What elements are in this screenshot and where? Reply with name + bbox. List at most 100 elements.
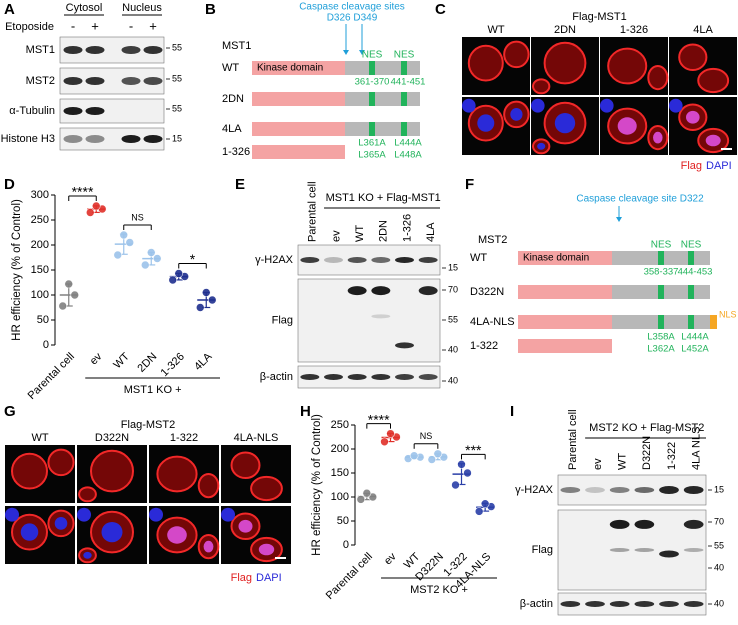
lane-label: - (71, 18, 75, 33)
range-label: 444-453 (678, 267, 713, 278)
nucleus (238, 519, 253, 533)
band (395, 257, 414, 263)
nucleus (537, 142, 546, 150)
band (347, 374, 367, 380)
band (634, 519, 655, 529)
nucleus (686, 110, 700, 124)
cell-signal (78, 486, 97, 503)
cell-signal (11, 452, 48, 490)
band (659, 550, 679, 558)
nucleus (669, 98, 683, 113)
data-point (433, 449, 443, 459)
band (85, 46, 105, 54)
band (609, 519, 630, 529)
panel-label: H (300, 403, 311, 420)
range-label: 361-370 (355, 77, 390, 88)
band (560, 487, 581, 493)
nls-label: NLS (719, 309, 737, 319)
significance-label: NS (420, 431, 433, 441)
marker-label: 55 (172, 73, 182, 83)
x-tick-label: Parental cell (26, 351, 77, 402)
data-point (380, 437, 389, 447)
construct-label: WT (222, 62, 239, 74)
kinase-domain (518, 339, 612, 353)
lane-label: D322N (641, 436, 653, 470)
band (143, 46, 163, 54)
y-tick-label: 50 (37, 314, 49, 326)
kinase-domain (252, 145, 345, 159)
cell-signal (467, 44, 504, 82)
kinase-domain (252, 122, 345, 136)
nes-label: NES (394, 50, 415, 61)
band (143, 135, 163, 143)
kinase-domain (252, 92, 345, 106)
nucleus (5, 507, 19, 522)
lane-label: 2DN (378, 220, 390, 242)
protein-label: MST1 (222, 40, 251, 52)
lane-label: ev (592, 458, 604, 470)
band (371, 374, 391, 380)
band (63, 46, 83, 54)
significance-label: * (190, 251, 196, 267)
marker-label: 15 (448, 262, 458, 272)
data-point (451, 480, 460, 490)
band (324, 257, 343, 263)
band (85, 107, 105, 115)
column-label: WT (487, 24, 504, 36)
row-label: γ-H2AX (255, 254, 294, 266)
lane-label: WT (354, 225, 366, 242)
y-tick-label: 100 (31, 289, 49, 301)
x-tick-label: ev (88, 350, 105, 367)
legend-dapi: DAPI (256, 572, 282, 584)
data-point (85, 208, 95, 217)
band (683, 519, 704, 529)
data-point (91, 201, 101, 211)
band (63, 77, 83, 85)
row-label: Flag (272, 314, 293, 326)
arrow-head (359, 50, 365, 55)
column-label: 4LA (693, 24, 713, 36)
band (418, 374, 438, 380)
lane-label: - (129, 18, 133, 33)
cell-signal (250, 475, 283, 502)
data-point (168, 275, 178, 285)
image-title: Flag-MST2 (121, 419, 175, 431)
cell-signal (156, 455, 198, 493)
marker-label: 40 (714, 562, 724, 572)
band (609, 601, 630, 607)
domain-label: Kinase domain (257, 63, 323, 74)
nucleus (258, 543, 275, 556)
significance-label: NS (131, 212, 144, 222)
nucleus (705, 134, 721, 147)
nes-box (401, 92, 407, 106)
x-tick-label: 1-326 (159, 351, 187, 379)
nucleus (510, 108, 523, 121)
construct-label: 2DN (222, 93, 244, 105)
group-label: MST1 KO + (124, 384, 182, 396)
mutation-label: L365A (358, 150, 386, 161)
nes-box (658, 315, 664, 329)
cell-signal (697, 67, 730, 94)
cell-signal (678, 43, 708, 72)
x-tick-label: WT (111, 350, 132, 371)
band (659, 601, 679, 607)
nucleus (531, 98, 545, 113)
data-point (409, 451, 419, 461)
data-point (125, 238, 135, 247)
nucleus (101, 521, 123, 543)
band (63, 135, 83, 143)
nes-box (688, 285, 694, 299)
x-tick-label: Parental cell (324, 551, 375, 602)
panel-label: G (4, 403, 16, 420)
cell-signal (230, 451, 261, 480)
cell-signal (90, 449, 134, 493)
y-tick-label: 200 (31, 239, 49, 251)
band (371, 257, 391, 263)
column-label: Nucleus (122, 2, 162, 14)
cleavage-title: Caspase cleavage site D322 (576, 194, 704, 205)
construct-label: 4LA-NLS (470, 316, 515, 328)
x-tick-label: 4LA (192, 350, 215, 373)
significance-label: **** (368, 411, 390, 427)
band (683, 548, 704, 552)
data-point (362, 488, 372, 498)
